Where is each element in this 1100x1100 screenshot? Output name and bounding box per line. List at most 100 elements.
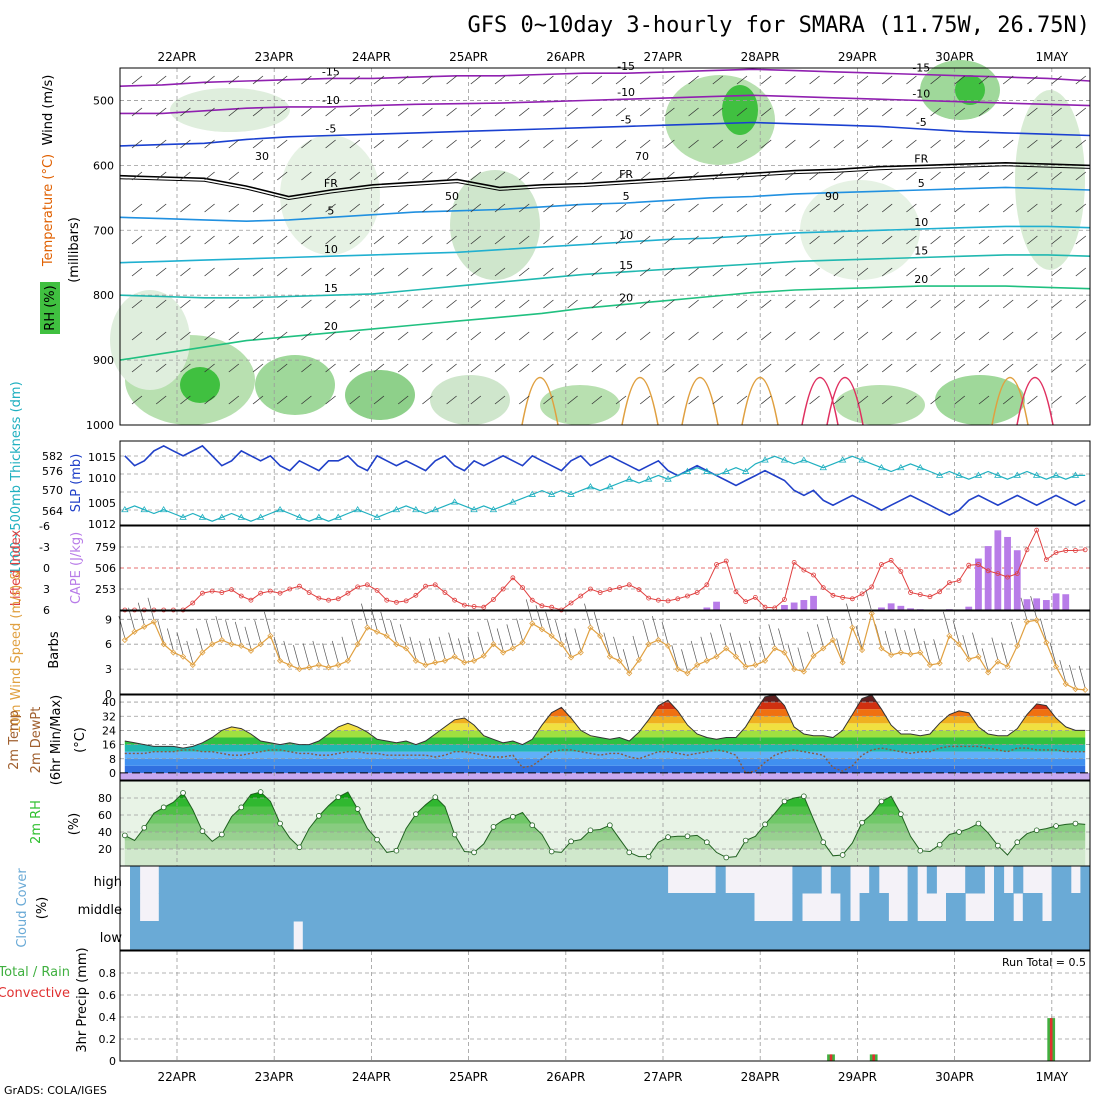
pressure-tick: 900 <box>93 354 114 367</box>
wind-barb <box>234 621 242 644</box>
wind-barb <box>930 203 941 213</box>
wind-barb <box>543 267 554 277</box>
lifted-index-marker <box>588 586 593 592</box>
wind-barb <box>301 139 312 149</box>
cloud-cell-middle <box>226 893 237 922</box>
wind-barb <box>1020 597 1028 620</box>
wind-speed-marker <box>179 653 187 660</box>
wind-barb <box>516 618 523 641</box>
date-label-top: 27APR <box>643 50 682 64</box>
cloud-cell-middle <box>466 893 477 922</box>
wind-barb <box>228 139 240 149</box>
wind-speed-marker <box>1033 617 1040 624</box>
cloud-cell-middle <box>418 893 429 922</box>
panel-frame <box>119 525 1091 611</box>
wind-barb <box>312 640 320 664</box>
wind-barb <box>397 267 409 277</box>
cloud-cell-middle <box>1070 893 1081 922</box>
cloud-cell-high <box>994 866 1005 894</box>
cloud-cell-low <box>370 921 381 951</box>
contour-label: -10 <box>322 94 340 107</box>
wind-barb <box>301 203 312 213</box>
cloud-cell-high <box>418 866 429 894</box>
cloud-layer-low: low <box>100 931 123 946</box>
cloud-cell-low <box>542 921 553 951</box>
wind-barb <box>535 605 543 628</box>
wind-barb <box>180 299 191 309</box>
wind-barb <box>494 75 506 85</box>
wind-barb <box>1075 75 1087 85</box>
cloud-cell-low <box>187 921 198 951</box>
wind-barb <box>1078 665 1086 688</box>
ylabel-wind10m: 10m Wind Speed (m/s) & <box>9 570 24 733</box>
cloud-cell-low <box>773 921 784 951</box>
lifted-index-line <box>124 528 1086 611</box>
wind-speed-marker <box>276 657 284 664</box>
lifted-index-marker <box>762 604 768 610</box>
cloud-cell-high <box>322 866 333 894</box>
warm-contour <box>991 376 1029 426</box>
wind-barb <box>954 171 966 181</box>
wind-barb <box>615 363 627 373</box>
wind-barb <box>325 363 336 373</box>
rh-shade <box>540 385 620 425</box>
wind-barb <box>1002 395 1014 405</box>
wind-barb <box>1051 139 1062 149</box>
wind-barb <box>1040 618 1047 641</box>
lifted-index-marker <box>723 558 729 564</box>
lifted-index-marker <box>1053 550 1059 555</box>
cloud-cell-middle <box>571 893 582 922</box>
wind-barb <box>137 602 145 625</box>
cape-bar <box>994 530 1002 610</box>
wind-barb <box>543 299 554 309</box>
wind-barb <box>712 235 724 245</box>
wind-barb <box>470 299 482 309</box>
wind-barb <box>846 603 853 626</box>
cloud-cell-middle <box>552 893 563 922</box>
cloud-cell-middle <box>370 893 381 922</box>
wind-barb <box>252 203 264 213</box>
thickness-marker <box>1052 471 1060 478</box>
cloud-cell-low <box>341 921 352 951</box>
wind-barb <box>881 203 893 213</box>
contour-label: -15 <box>617 60 635 73</box>
ylabel-rh2m: 2m RH <box>29 800 44 844</box>
cloud-cell-low <box>1013 921 1024 951</box>
cloud-cell-low <box>533 921 544 951</box>
wind-barb <box>615 203 627 213</box>
wind-barb <box>712 267 724 277</box>
wind-tick: 3 <box>105 663 112 676</box>
wind-barb <box>954 331 966 341</box>
wind-barb <box>276 139 288 149</box>
rh-contour-label: 30 <box>255 150 269 163</box>
rh-marker <box>568 838 574 845</box>
wind-barb <box>252 267 264 277</box>
cloud-cell-middle <box>946 893 957 922</box>
date-label-top: 24APR <box>352 50 391 64</box>
wind-barb <box>1051 203 1062 213</box>
ylabel-precip-total: Total / Rain <box>0 965 70 980</box>
wind-barb <box>155 203 167 213</box>
wind-barb <box>518 267 530 277</box>
lifted-index-marker <box>248 597 254 603</box>
wind-barb <box>567 299 578 309</box>
wind-barb <box>131 139 143 149</box>
rh-marker <box>490 824 497 830</box>
pressure-tick: 800 <box>93 289 114 302</box>
wind-barb <box>736 203 748 213</box>
cloud-cell-low <box>706 921 717 951</box>
wind-barb <box>422 203 433 213</box>
thickness-marker <box>858 456 866 463</box>
cloud-cell-high <box>389 866 400 894</box>
wind-barb <box>906 395 917 405</box>
cloud-cell-low <box>946 921 957 951</box>
wind-speed-marker <box>131 628 138 635</box>
thickness-marker <box>683 467 692 474</box>
cloud-cell-low <box>696 921 707 951</box>
wind-barb <box>325 203 336 213</box>
cloud-cell-middle <box>667 893 678 922</box>
wind-barb <box>494 203 506 213</box>
cloud-cell-low <box>1003 921 1014 951</box>
wind-speed-marker <box>858 646 866 654</box>
cape-bar <box>703 607 711 610</box>
